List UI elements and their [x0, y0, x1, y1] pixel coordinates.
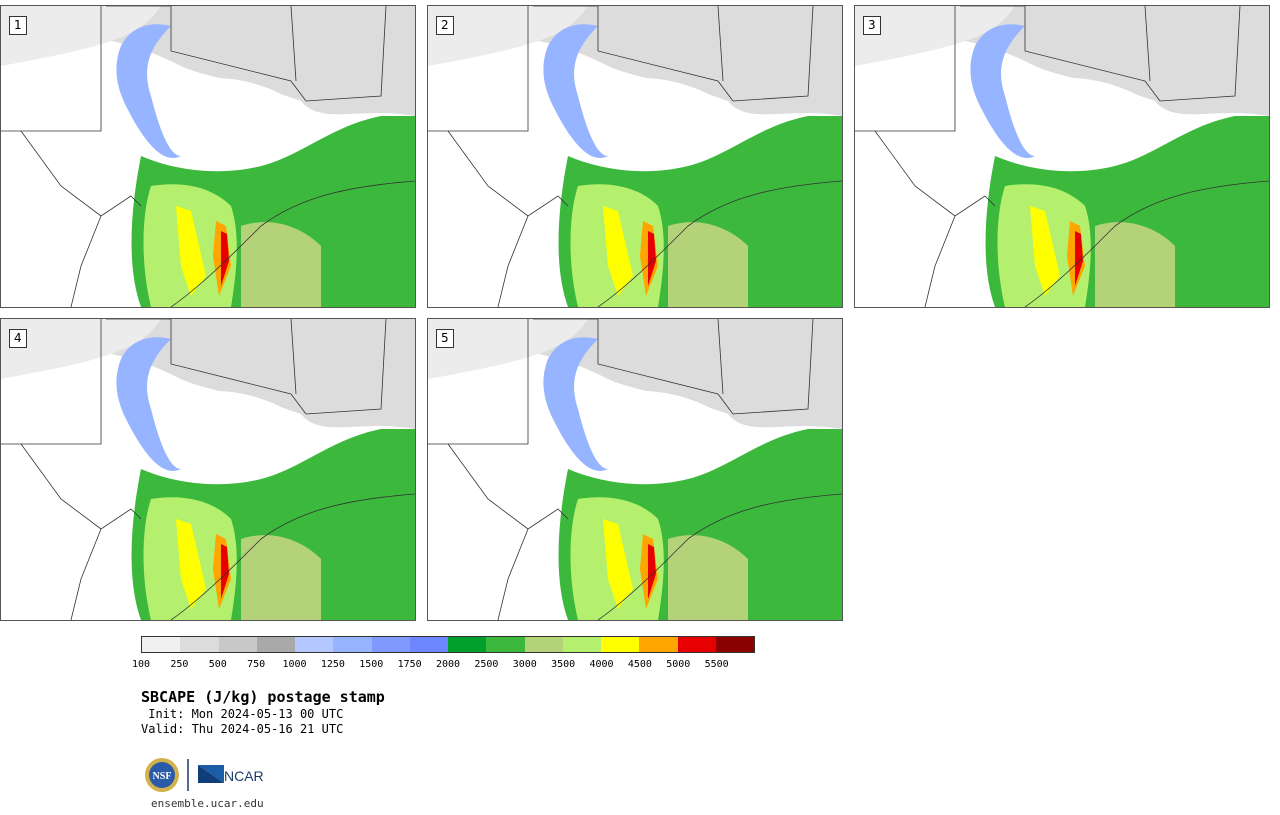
- colorbar-tick-label: 250: [170, 659, 189, 670]
- yellow-streak: [1030, 206, 1060, 296]
- colorbar-swatch: [371, 637, 410, 652]
- very-low-cape-region: [428, 6, 588, 66]
- olive-sector: [241, 535, 321, 620]
- colorbar-swatch: [715, 637, 754, 652]
- yellow-streak: [176, 206, 206, 296]
- init-time: Init: Mon 2024-05-13 00 UTC: [141, 707, 344, 721]
- colorbar-swatch: [409, 637, 448, 652]
- colorbar-tick-label: 1750: [397, 659, 422, 670]
- ncar-logo: NCAR: [198, 765, 264, 784]
- panel-number: 2: [436, 16, 454, 35]
- panel-number: 5: [436, 329, 454, 348]
- colorbar-tick-label: 1500: [359, 659, 384, 670]
- colorbar-swatch: [256, 637, 295, 652]
- red-streak: [221, 544, 229, 599]
- colorbar-tick-label: 500: [208, 659, 227, 670]
- colorbar-swatch: [601, 637, 640, 652]
- red-streak: [648, 544, 656, 599]
- colorbar-swatch: [218, 637, 257, 652]
- member-panel-2: 2: [427, 5, 843, 308]
- colorbar-swatch: [448, 637, 487, 652]
- colorbar-tick-label: 2500: [474, 659, 499, 670]
- colorbar-swatch: [180, 637, 219, 652]
- stable-hole: [1005, 77, 1157, 171]
- member-panel-5: 5: [427, 318, 843, 621]
- borders: [428, 6, 842, 307]
- stable-hole: [578, 77, 730, 171]
- very-low-cape-region: [1, 319, 161, 379]
- colorbar-ticks: 100 250 500 750 1000 1250 1500 1750 2000 2500 3000…: [131, 659, 781, 673]
- colorbar-swatch: [486, 637, 525, 652]
- olive-sector: [241, 222, 321, 307]
- very-low-cape-region: [428, 319, 588, 379]
- colorbar-swatch: [639, 637, 678, 652]
- colorbar-tick-label: 5000: [666, 659, 691, 670]
- stable-hole: [151, 77, 303, 171]
- colorbar-tick-label: 3000: [512, 659, 537, 670]
- colorbar-tick-label: 2000: [435, 659, 461, 670]
- yellow-streak: [603, 206, 633, 296]
- cape-map: [428, 319, 842, 620]
- very-low-cape-region: [855, 6, 1015, 66]
- member-panel-1: 1: [0, 5, 416, 308]
- colorbar-tick-label: 100: [131, 659, 151, 670]
- colorbar-tick-label: 750: [247, 659, 266, 670]
- red-streak: [1075, 231, 1083, 286]
- olive-sector: [1095, 222, 1175, 307]
- red-streak: [221, 231, 229, 286]
- cape-map: [855, 6, 1269, 307]
- borders: [1, 319, 415, 620]
- svg-text:NCAR: NCAR: [224, 768, 264, 784]
- svg-text:NSF: NSF: [153, 771, 172, 782]
- colorbar-tick-label: 4500: [627, 659, 652, 670]
- blue-band: [116, 337, 181, 471]
- borders: [1, 6, 415, 307]
- website-url: ensemble.ucar.edu: [151, 797, 264, 810]
- cape-map: [1, 6, 415, 307]
- olive-sector: [668, 222, 748, 307]
- colorbar-tick-label: 3500: [551, 659, 576, 670]
- blue-band: [543, 337, 608, 471]
- colorbar-tick-label: 1250: [320, 659, 345, 670]
- borders: [428, 319, 842, 620]
- colorbar-swatch: [333, 637, 372, 652]
- blue-band: [543, 24, 608, 158]
- plot-title: SBCAPE (J/kg) postage stamp: [141, 688, 385, 706]
- member-panel-4: 4: [0, 318, 416, 621]
- red-streak: [648, 231, 656, 286]
- colorbar-tick-label: 5500: [704, 659, 729, 670]
- very-low-cape-region: [1, 6, 161, 66]
- cape-map: [428, 6, 842, 307]
- panel-number: 1: [9, 16, 27, 35]
- panel-number: 4: [9, 329, 27, 348]
- yellow-streak: [603, 519, 633, 609]
- nsf-logo: NSF: [145, 758, 179, 792]
- colorbar-swatch: [562, 637, 601, 652]
- blue-band: [970, 24, 1035, 158]
- colorbar-swatch: [677, 637, 716, 652]
- borders: [855, 6, 1269, 307]
- stable-hole: [578, 390, 730, 484]
- yellow-streak: [176, 519, 206, 609]
- colorbar-swatch: [524, 637, 563, 652]
- olive-sector: [668, 535, 748, 620]
- member-panel-3: 3: [854, 5, 1270, 308]
- blue-band: [116, 24, 181, 158]
- valid-time: Valid: Thu 2024-05-16 21 UTC: [141, 722, 344, 736]
- colorbar-swatch: [142, 637, 181, 652]
- colorbar-swatch: [295, 637, 334, 652]
- stable-hole: [151, 390, 303, 484]
- cape-map: [1, 319, 415, 620]
- colorbar-tick-label: 1000: [282, 659, 307, 670]
- colorbar-tick-label: 4000: [589, 659, 614, 670]
- colorbar: [141, 636, 755, 653]
- logos: NSF NCAR: [145, 758, 264, 792]
- panel-number: 3: [863, 16, 881, 35]
